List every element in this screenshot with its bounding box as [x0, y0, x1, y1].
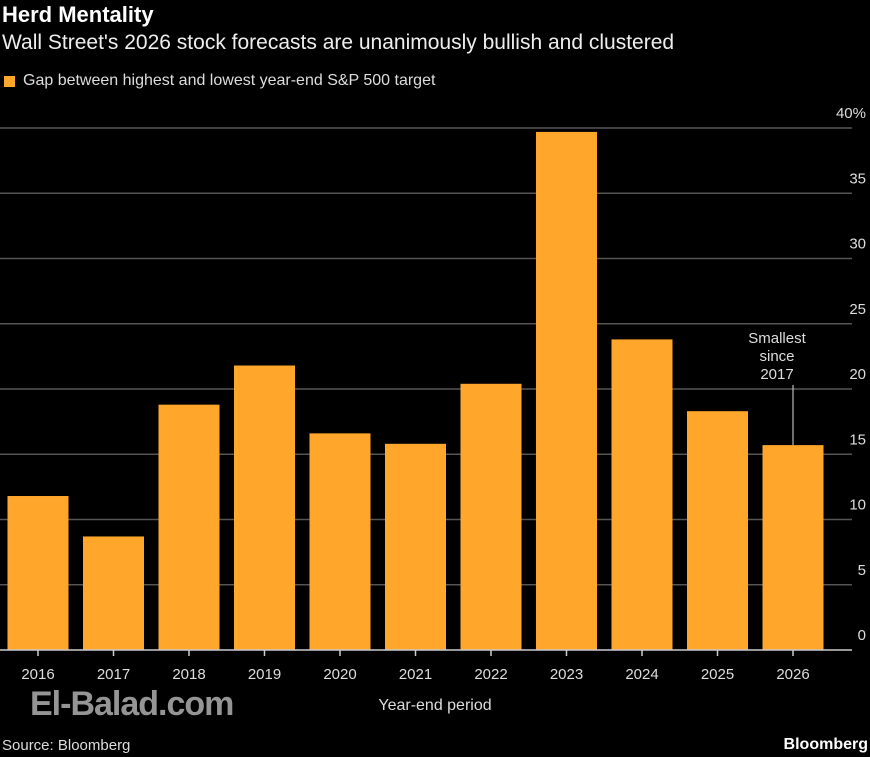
annotation-text: 2017 [760, 366, 793, 383]
bar-2024 [611, 339, 673, 650]
annotation-text: Smallest [748, 330, 806, 347]
x-tick-label: 2016 [21, 666, 54, 683]
x-tick-label: 2018 [172, 666, 205, 683]
y-tick-label: 25 [849, 301, 866, 318]
chart-subtitle: Wall Street's 2026 stock forecasts are u… [2, 31, 675, 54]
bar-2023 [536, 131, 597, 651]
x-axis-label: Year-end period [378, 697, 492, 714]
source-note: Source: Bloomberg [2, 737, 131, 754]
y-tick-label: 10 [849, 497, 866, 514]
chart-title: Herd Mentality [2, 2, 154, 27]
x-tick-label: 2017 [97, 666, 130, 683]
y-tick-label: 0 [858, 627, 866, 644]
x-tick-label: 2020 [323, 666, 356, 683]
y-tick-label: 15 [849, 431, 866, 448]
bar-2020 [309, 433, 371, 650]
x-tick-label: 2022 [474, 666, 507, 683]
bar-2025 [687, 411, 748, 650]
bar-2016 [7, 496, 69, 650]
bar-2026 [762, 445, 824, 650]
watermark-logo: El-Balad.com [30, 685, 234, 723]
legend-label: Gap between highest and lowest year-end … [23, 72, 436, 89]
x-tick-label: 2025 [701, 666, 734, 683]
x-tick-label: 2019 [248, 666, 281, 683]
x-tick-label: 2026 [776, 666, 809, 683]
brand-logo: Bloomberg [783, 736, 868, 753]
bar-2022 [460, 383, 522, 650]
y-tick-label: 35 [849, 170, 866, 187]
x-tick-label: 2021 [399, 666, 432, 683]
y-tick-label: 20 [849, 366, 866, 383]
bar-2018 [158, 404, 220, 650]
y-tick-label: 5 [858, 562, 866, 579]
x-tick-label: 2024 [625, 666, 658, 683]
annotation-text: since [759, 348, 794, 365]
bar-2021 [385, 443, 446, 650]
y-tick-label: 40% [836, 105, 866, 122]
bar-2019 [234, 365, 295, 650]
y-tick-label: 30 [849, 236, 866, 253]
x-tick-label: 2023 [550, 666, 583, 683]
legend-swatch [4, 75, 15, 87]
legend: Gap between highest and lowest year-end … [4, 72, 435, 90]
bar-2017 [83, 536, 144, 650]
